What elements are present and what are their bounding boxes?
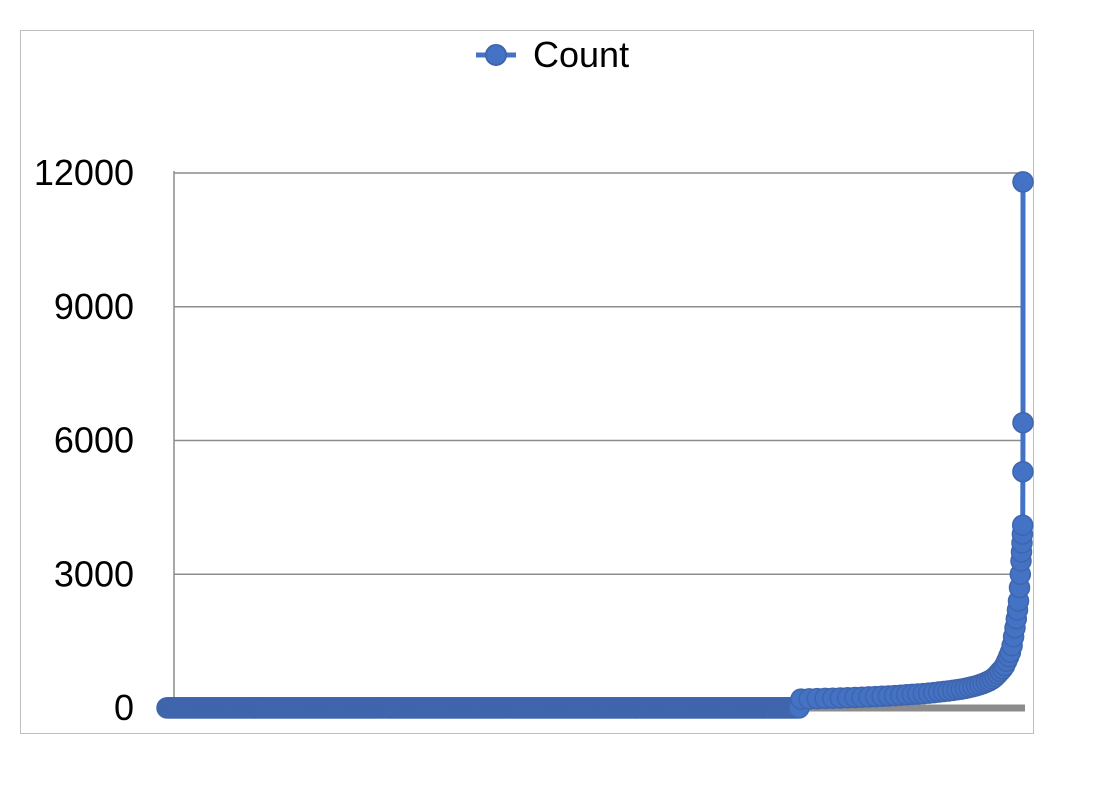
data-point [1012, 411, 1034, 434]
series-count [156, 171, 1034, 719]
series-line-count [165, 181, 1026, 711]
y-tick-label-3000: 3000 [54, 553, 134, 594]
y-axis-tick-labels: 0 3000 6000 9000 12000 [34, 152, 134, 728]
legend-marker-point [485, 44, 507, 66]
y-tick-label-0: 0 [114, 687, 134, 728]
legend: Count [476, 34, 629, 75]
y-tick-label-12000: 12000 [34, 152, 134, 193]
data-point [1011, 514, 1034, 536]
data-point [1012, 171, 1034, 193]
line-chart: 0 3000 6000 9000 12000 Count [34, 34, 1034, 728]
axes [173, 171, 1025, 712]
gridlines [174, 172, 1025, 575]
legend-label-count: Count [533, 34, 629, 75]
y-tick-label-9000: 9000 [54, 286, 134, 327]
data-point [1012, 460, 1034, 483]
chart-frame: 0 3000 6000 9000 12000 Count [20, 30, 1034, 734]
y-tick-label-6000: 6000 [54, 420, 134, 461]
